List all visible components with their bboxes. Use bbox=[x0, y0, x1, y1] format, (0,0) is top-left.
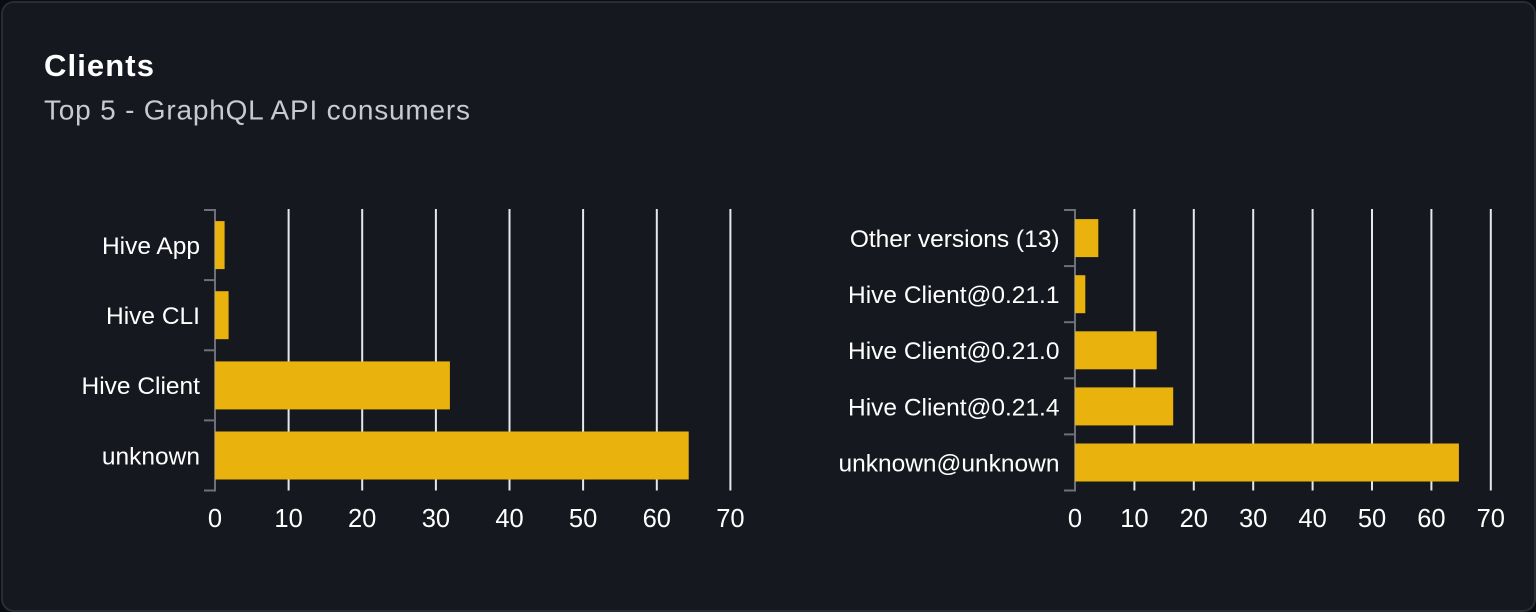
svg-text:Hive CLI: Hive CLI bbox=[106, 303, 200, 330]
svg-text:unknown: unknown bbox=[102, 443, 200, 470]
svg-text:unknown@unknown: unknown@unknown bbox=[838, 450, 1059, 477]
svg-text:40: 40 bbox=[1298, 505, 1326, 533]
svg-text:Hive Client@0.21.4: Hive Client@0.21.4 bbox=[848, 394, 1059, 421]
svg-text:10: 10 bbox=[1120, 505, 1148, 533]
svg-text:70: 70 bbox=[1477, 505, 1505, 533]
svg-text:0: 0 bbox=[208, 505, 222, 533]
svg-text:Clients: Clients bbox=[44, 48, 155, 83]
svg-text:10: 10 bbox=[274, 505, 302, 533]
svg-text:Hive Client@0.21.1: Hive Client@0.21.1 bbox=[848, 282, 1059, 309]
svg-text:50: 50 bbox=[1358, 505, 1386, 533]
svg-text:20: 20 bbox=[1180, 505, 1208, 533]
svg-text:60: 60 bbox=[1417, 505, 1445, 533]
svg-text:30: 30 bbox=[422, 505, 450, 533]
svg-text:50: 50 bbox=[569, 505, 597, 533]
svg-text:Top 5 - GraphQL API consumers: Top 5 - GraphQL API consumers bbox=[44, 94, 471, 125]
svg-text:Hive Client@0.21.0: Hive Client@0.21.0 bbox=[848, 338, 1059, 365]
svg-text:Other versions (13): Other versions (13) bbox=[850, 226, 1060, 253]
svg-text:20: 20 bbox=[348, 505, 376, 533]
svg-text:70: 70 bbox=[716, 505, 744, 533]
svg-text:Hive App: Hive App bbox=[102, 233, 200, 260]
svg-text:60: 60 bbox=[643, 505, 671, 533]
svg-text:30: 30 bbox=[1239, 505, 1267, 533]
svg-text:Hive Client: Hive Client bbox=[82, 373, 201, 400]
svg-text:40: 40 bbox=[495, 505, 523, 533]
svg-text:0: 0 bbox=[1068, 505, 1082, 533]
